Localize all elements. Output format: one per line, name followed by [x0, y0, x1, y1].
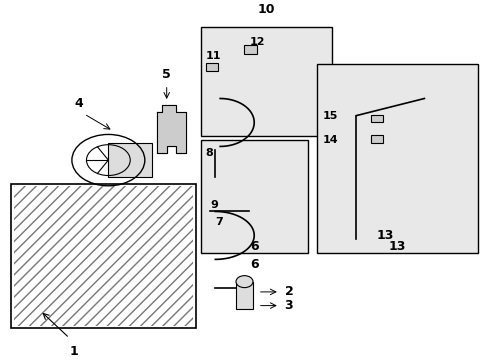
Text: 13: 13 — [388, 239, 406, 252]
Circle shape — [236, 276, 252, 288]
Text: 14: 14 — [322, 135, 337, 145]
Text: 13: 13 — [376, 229, 393, 242]
Bar — [370, 135, 382, 143]
Text: 10: 10 — [257, 3, 275, 16]
Text: 15: 15 — [322, 111, 337, 121]
Text: 8: 8 — [205, 148, 213, 158]
Bar — [201, 27, 331, 136]
Bar — [244, 45, 256, 54]
Bar — [108, 143, 152, 177]
Text: 4: 4 — [75, 98, 83, 111]
Text: 9: 9 — [210, 199, 218, 210]
Bar — [236, 282, 252, 309]
Polygon shape — [157, 105, 186, 153]
Text: 6: 6 — [249, 239, 258, 252]
Text: 11: 11 — [205, 51, 221, 61]
Text: 3: 3 — [284, 299, 293, 312]
Text: 2: 2 — [284, 285, 293, 298]
Bar — [205, 63, 217, 71]
Text: 6: 6 — [249, 258, 258, 271]
Bar — [317, 64, 477, 252]
Text: 1: 1 — [70, 345, 79, 358]
Text: 12: 12 — [249, 37, 264, 47]
Bar — [14, 186, 193, 326]
Text: 5: 5 — [162, 68, 171, 81]
Text: 7: 7 — [215, 217, 223, 227]
Bar — [370, 115, 382, 122]
Bar — [11, 184, 196, 328]
Bar — [201, 140, 307, 252]
